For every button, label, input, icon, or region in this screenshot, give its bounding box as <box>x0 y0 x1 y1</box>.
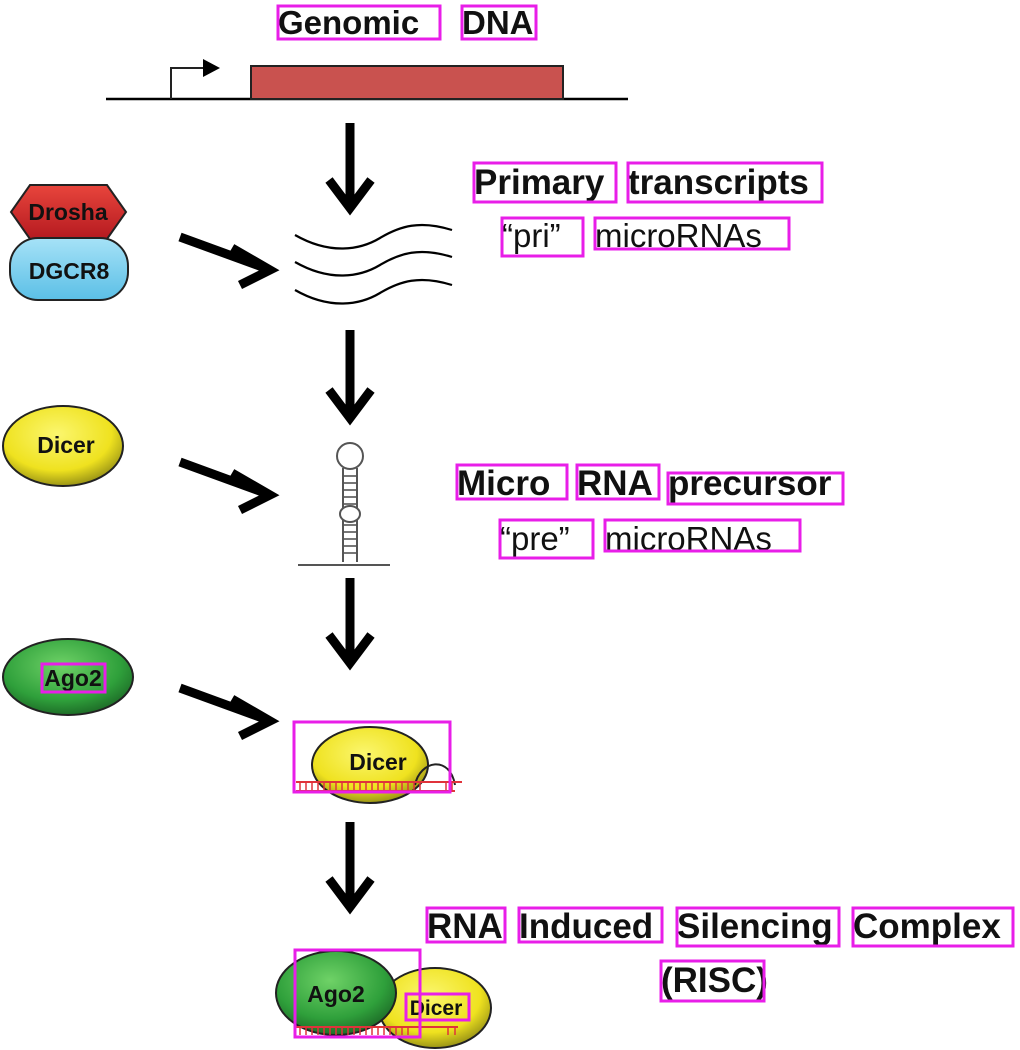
microrna-precursor-label: Micro RNA precursor “pre” microRNAs <box>455 463 845 560</box>
drosha-label: Drosha <box>28 199 107 225</box>
gene-box <box>250 65 564 100</box>
dgcr8-label: DGCR8 <box>29 258 110 284</box>
risc-complex: Ago2 Dicer <box>275 948 492 1049</box>
risc-line1-word1: RNA <box>427 907 503 946</box>
highlight-box <box>517 906 664 944</box>
promoter-arrowhead-icon <box>203 59 220 77</box>
precursor-line1-word1: Micro <box>457 464 550 503</box>
primary-line1-word1: Primary <box>474 163 605 202</box>
highlight-box <box>472 161 618 204</box>
risc-line1-word2: Induced <box>519 907 653 946</box>
diagonal-arrow-1 <box>178 232 280 290</box>
highlight-box <box>666 471 845 506</box>
dicer-duplex-complex: Dicer <box>292 720 462 804</box>
highlight-box <box>404 992 471 1022</box>
pri-mirna-waves <box>294 223 453 305</box>
down-arrow-3 <box>325 578 375 671</box>
primary-line2-word1: “pri” <box>502 217 561 254</box>
promoter-arrow-icon <box>170 67 205 99</box>
dicer-enzyme: Dicer <box>2 405 124 487</box>
highlight-box <box>593 216 791 251</box>
highlight-box <box>575 463 661 501</box>
primary-line1-word2: transcripts <box>628 163 809 202</box>
rna-loop <box>414 763 456 786</box>
genomic-label-word2: DNA <box>462 4 534 41</box>
ago2-ellipse <box>2 638 134 716</box>
highlight-box <box>603 518 802 553</box>
risc-line2: (RISC) <box>661 961 768 1000</box>
highlight-box <box>675 906 841 948</box>
highlight-box <box>659 959 766 1003</box>
highlight-box <box>851 906 1015 948</box>
genomic-label-word1: Genomic <box>278 4 419 41</box>
pre-mirna-hairpin-icon <box>298 442 390 566</box>
genomic-dna-section: Genomic DNA <box>106 4 628 101</box>
dicer-label: Dicer <box>37 432 95 458</box>
diagonal-arrow-3 <box>178 683 280 741</box>
down-arrow-4 <box>325 822 375 915</box>
risc-ago2-label: Ago2 <box>307 981 365 1007</box>
down-arrow-2 <box>325 330 375 426</box>
risc-dicer-label: Dicer <box>410 997 463 1020</box>
highlight-box <box>40 662 107 694</box>
rna-base-pair-ticks <box>299 782 453 791</box>
precursor-line1-word2: RNA <box>577 464 653 503</box>
risc-line1-word4: Complex <box>853 907 1001 946</box>
drosha-dgcr8-complex: Drosha DGCR8 <box>9 184 129 301</box>
highlight-box <box>498 518 595 560</box>
dicer-complex-label: Dicer <box>349 749 407 775</box>
highlight-box <box>276 4 442 41</box>
highlight-box <box>292 720 452 794</box>
risc-line1-word3: Silencing <box>677 907 833 946</box>
dicer-ellipse <box>311 726 429 804</box>
highlight-box <box>626 161 824 204</box>
risc-label: RNA Induced Silencing Complex (RISC) <box>425 906 1015 1003</box>
precursor-line1-word3: precursor <box>668 464 832 503</box>
dgcr8-shape <box>9 237 129 301</box>
dicer-ellipse <box>2 405 124 487</box>
precursor-line2-word1: “pre” <box>500 520 570 557</box>
primary-transcripts-label: Primary transcripts “pri” microRNAs <box>472 161 824 258</box>
ago2-enzyme: Ago2 <box>2 638 134 716</box>
highlight-box <box>500 216 585 258</box>
highlight-box <box>455 463 569 501</box>
highlight-box <box>460 4 538 41</box>
diagonal-arrow-2 <box>178 457 280 515</box>
rna-ticks <box>299 1027 456 1035</box>
down-arrow-1 <box>325 123 375 216</box>
highlight-box <box>425 906 507 944</box>
ago2-label: Ago2 <box>44 665 102 691</box>
